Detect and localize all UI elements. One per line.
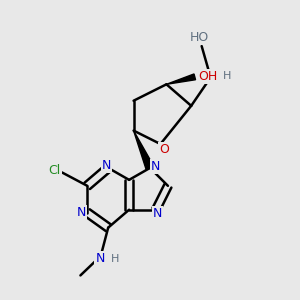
- Text: HO: HO: [190, 31, 209, 44]
- Text: N: N: [153, 207, 162, 220]
- Text: H: H: [111, 254, 119, 264]
- Text: Cl: Cl: [48, 164, 61, 176]
- Polygon shape: [167, 74, 196, 84]
- Text: N: N: [102, 159, 111, 172]
- Text: N: N: [151, 160, 160, 173]
- Text: O: O: [159, 143, 169, 156]
- Polygon shape: [134, 130, 154, 170]
- Text: N: N: [76, 206, 86, 219]
- Text: H: H: [223, 71, 232, 81]
- Text: OH: OH: [198, 70, 217, 83]
- Text: N: N: [95, 253, 105, 266]
